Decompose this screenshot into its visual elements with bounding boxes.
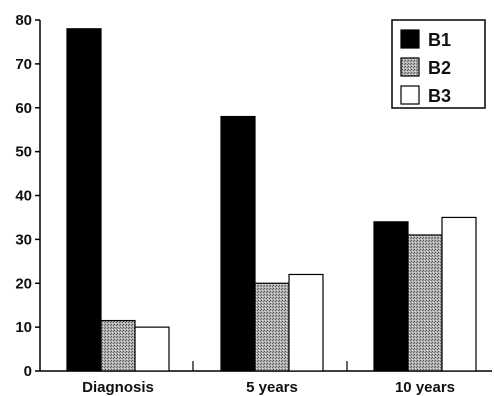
y-tick-label: 80 <box>15 12 32 29</box>
bar-b3-0 <box>134 326 170 372</box>
legend-label-b3: B3 <box>428 86 451 106</box>
axes: 0 10 20 30 40 50 60 70 80 Diagnosis 5 years 10 year… <box>15 12 492 396</box>
bar-b1-0 <box>66 28 102 372</box>
legend-label-b2: B2 <box>428 58 451 78</box>
bar-b2-2 <box>407 234 443 372</box>
bar-b3-2 <box>441 216 477 372</box>
x-category-label: 10 years <box>395 379 455 396</box>
legend-swatch-b2 <box>400 57 420 77</box>
y-tick-label: 30 <box>15 231 32 248</box>
y-tick-label: 60 <box>15 100 32 117</box>
x-category-label: Diagnosis <box>82 379 154 396</box>
bar-b3-1 <box>288 273 324 372</box>
y-tick-label: 70 <box>15 56 32 73</box>
y-tick-label: 50 <box>15 144 32 161</box>
y-tick-label: 20 <box>15 275 32 292</box>
legend-swatch-b1 <box>400 29 420 49</box>
bar-b2-0 <box>100 319 136 372</box>
legend-swatch-b3 <box>400 85 420 105</box>
bar-b2-1 <box>254 282 290 372</box>
x-category-label: 5 years <box>246 379 298 396</box>
y-tick-label: 10 <box>15 319 32 336</box>
legend: B1 B2 B3 <box>391 19 486 109</box>
y-tick-label: 0 <box>24 363 32 380</box>
bar-b1-2 <box>373 221 409 372</box>
y-tick-label: 40 <box>15 188 32 205</box>
legend-label-b1: B1 <box>428 30 451 50</box>
bar-b1-1 <box>220 115 256 372</box>
bars <box>66 28 477 372</box>
